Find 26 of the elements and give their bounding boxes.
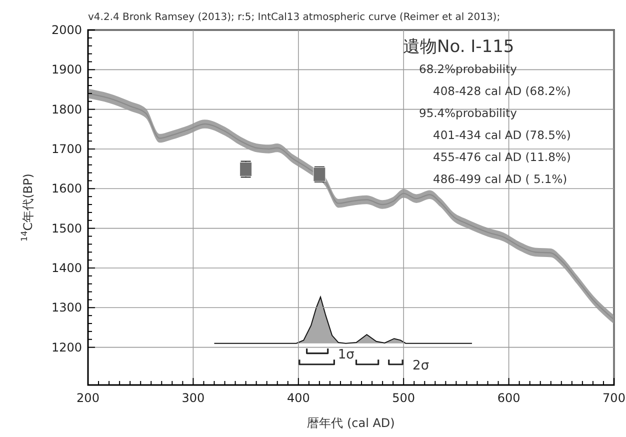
x-tick-label: 600 — [497, 391, 520, 405]
x-tick-label: 700 — [602, 391, 626, 405]
y-tick-label: 1400 — [51, 260, 82, 275]
y-tick-label: 1600 — [51, 182, 82, 196]
annotation: 486-499 cal AD ( 5.1%) — [432, 171, 568, 188]
chart-subtitle: v4.2.4 Bronk Ramsey (2013); r:5; IntCal13 atmospheric curve (Reimer et al 2013); — [88, 12, 500, 23]
y-tick-label: 2000 — [51, 23, 82, 37]
annotation: 95.4%probability — [418, 105, 518, 122]
chart-title: 遺物No. Ⅰ-115 — [403, 36, 516, 58]
x-tick-label: 400 — [286, 391, 310, 405]
x-tick-label: 500 — [392, 391, 416, 405]
y-tick-label: 1700 — [51, 142, 82, 156]
y-tick-label: 1300 — [51, 300, 82, 315]
y-tick-label: 1800 — [51, 102, 82, 116]
annotation: 455-476 cal AD (11.8%) — [432, 149, 571, 166]
y-tick-label: 1500 — [51, 221, 82, 236]
annotation: 401-434 cal AD (78.5%) — [432, 127, 571, 144]
x-tick-label: 200 — [76, 391, 100, 405]
annotation: 408-428 cal AD (68.2%) — [432, 83, 571, 100]
x-axis-title: 暦年代 (cal AD) — [307, 416, 395, 430]
y-tick-label: 1900 — [51, 62, 82, 77]
series-label: 2σ — [412, 358, 430, 374]
annotation: 68.2%probability — [418, 61, 518, 78]
y-tick-label: 1200 — [51, 340, 82, 354]
series-label: 1σ — [338, 348, 354, 363]
x-tick-label: 300 — [182, 391, 205, 405]
